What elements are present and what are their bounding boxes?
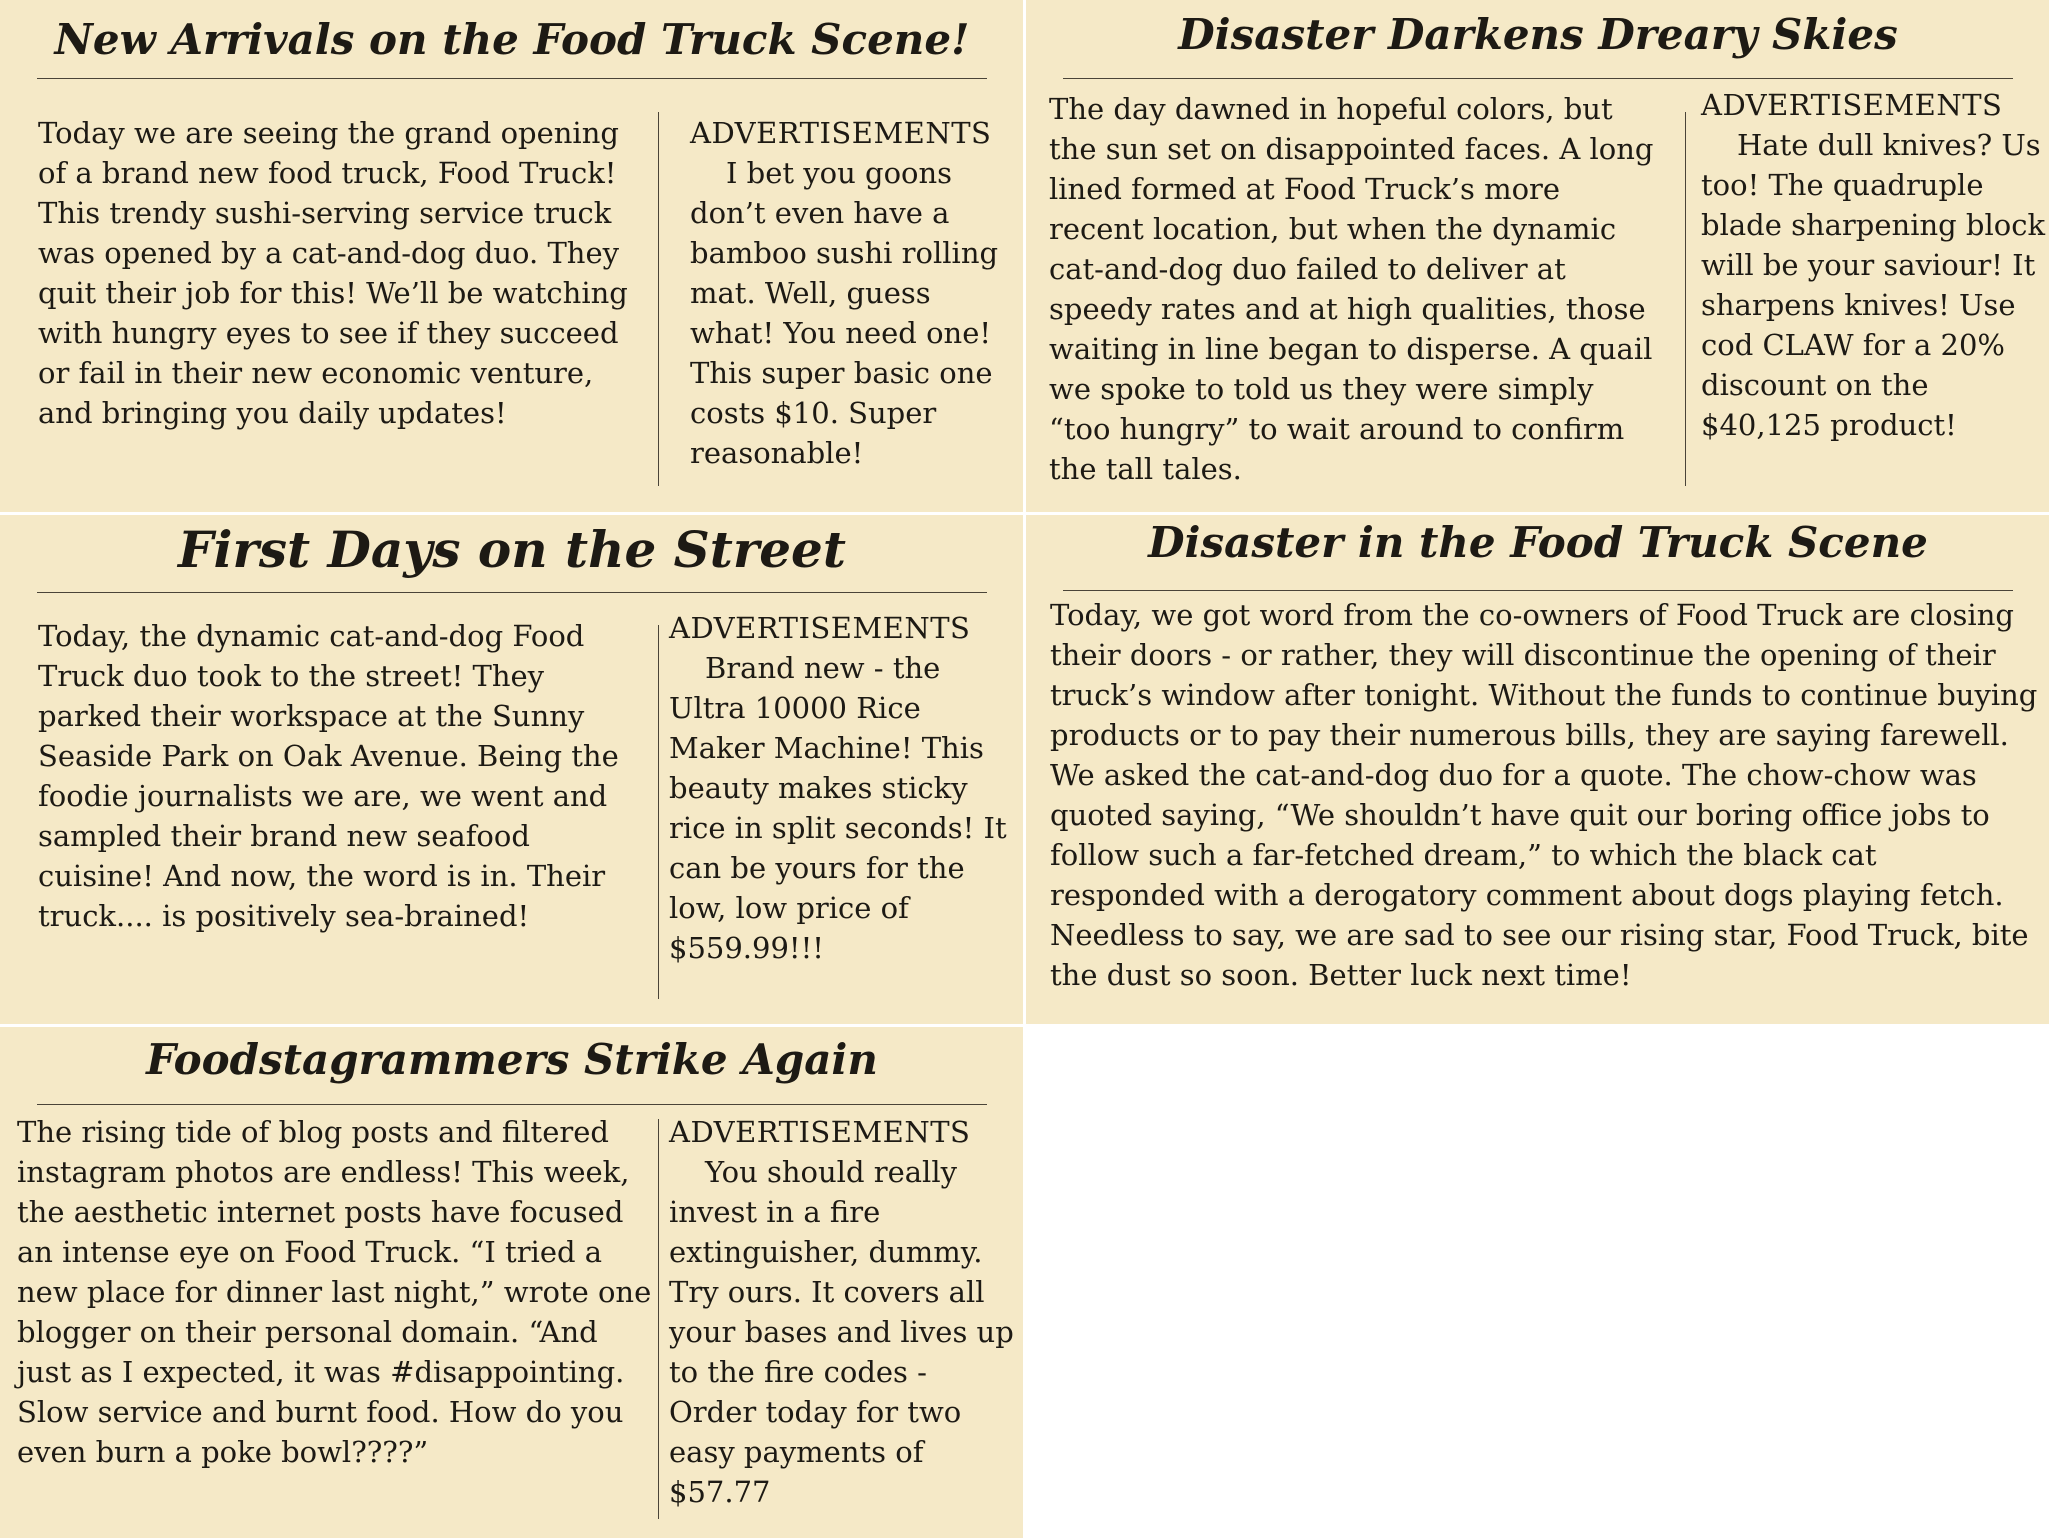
advertisement-label: ADVERTISEMENTS xyxy=(1701,88,2003,122)
article-panel-new-arrivals: New Arrivals on the Food Truck Scene! To… xyxy=(0,0,1023,512)
advertisement-box: ADVERTISEMENTS I bet you goons don’t eve… xyxy=(690,113,1020,473)
advertisement-box: ADVERTISEMENTS Brand new - the Ultra 100… xyxy=(669,608,1019,968)
advertisement-box: ADVERTISEMENTS Hate dull knives? Us too!… xyxy=(1701,85,2047,445)
article-headline: First Days on the Street xyxy=(178,520,846,579)
column-divider xyxy=(658,112,659,486)
article-panel-first-days: First Days on the Street Today, the dyna… xyxy=(0,515,1023,1024)
article-headline: Foodstagrammers Strike Again xyxy=(146,1035,878,1084)
article-headline: Disaster in the Food Truck Scene xyxy=(1148,518,1928,567)
article-body: Today we are seeing the grand opening of… xyxy=(38,116,628,430)
column-divider xyxy=(1685,112,1686,486)
advertisement-text: Hate dull knives? Us too! The quadruple … xyxy=(1701,128,2046,442)
article-headline: Disaster Darkens Dreary Skies xyxy=(1178,10,1898,59)
headline-divider xyxy=(37,592,987,593)
headline-divider xyxy=(1063,590,2013,591)
advertisement-label: ADVERTISEMENTS xyxy=(690,116,992,150)
article-body: The rising tide of blog posts and filter… xyxy=(17,1115,652,1469)
advertisement-label: ADVERTISEMENTS xyxy=(669,611,971,645)
article-body: Today, the dynamic cat-and-dog Food Truc… xyxy=(38,619,619,933)
column-divider xyxy=(658,1119,659,1519)
advertisement-text: Brand new - the Ultra 10000 Rice Maker M… xyxy=(669,651,1007,965)
advertisement-label: ADVERTISEMENTS xyxy=(669,1115,971,1149)
headline-divider xyxy=(37,1104,987,1105)
article-body: The day dawned in hopeful colors, but th… xyxy=(1049,92,1654,486)
article-panel-disaster-scene: Disaster in the Food Truck Scene Today, … xyxy=(1026,515,2049,1024)
advertisement-box: ADVERTISEMENTS You should really invest … xyxy=(669,1112,1019,1512)
advertisement-text: I bet you goons don’t even have a bamboo… xyxy=(690,156,999,470)
article-panel-foodstagrammers: Foodstagrammers Strike Again The rising … xyxy=(0,1027,1023,1538)
advertisement-text: You should really invest in a fire extin… xyxy=(669,1155,1014,1509)
article-headline: New Arrivals on the Food Truck Scene! xyxy=(54,15,970,64)
headline-divider xyxy=(37,78,987,79)
column-divider xyxy=(658,625,659,999)
headline-divider xyxy=(1063,78,2013,79)
article-body: Today, we got word from the co-owners of… xyxy=(1050,598,2038,992)
article-panel-disaster-darkens: Disaster Darkens Dreary Skies The day da… xyxy=(1026,0,2049,512)
